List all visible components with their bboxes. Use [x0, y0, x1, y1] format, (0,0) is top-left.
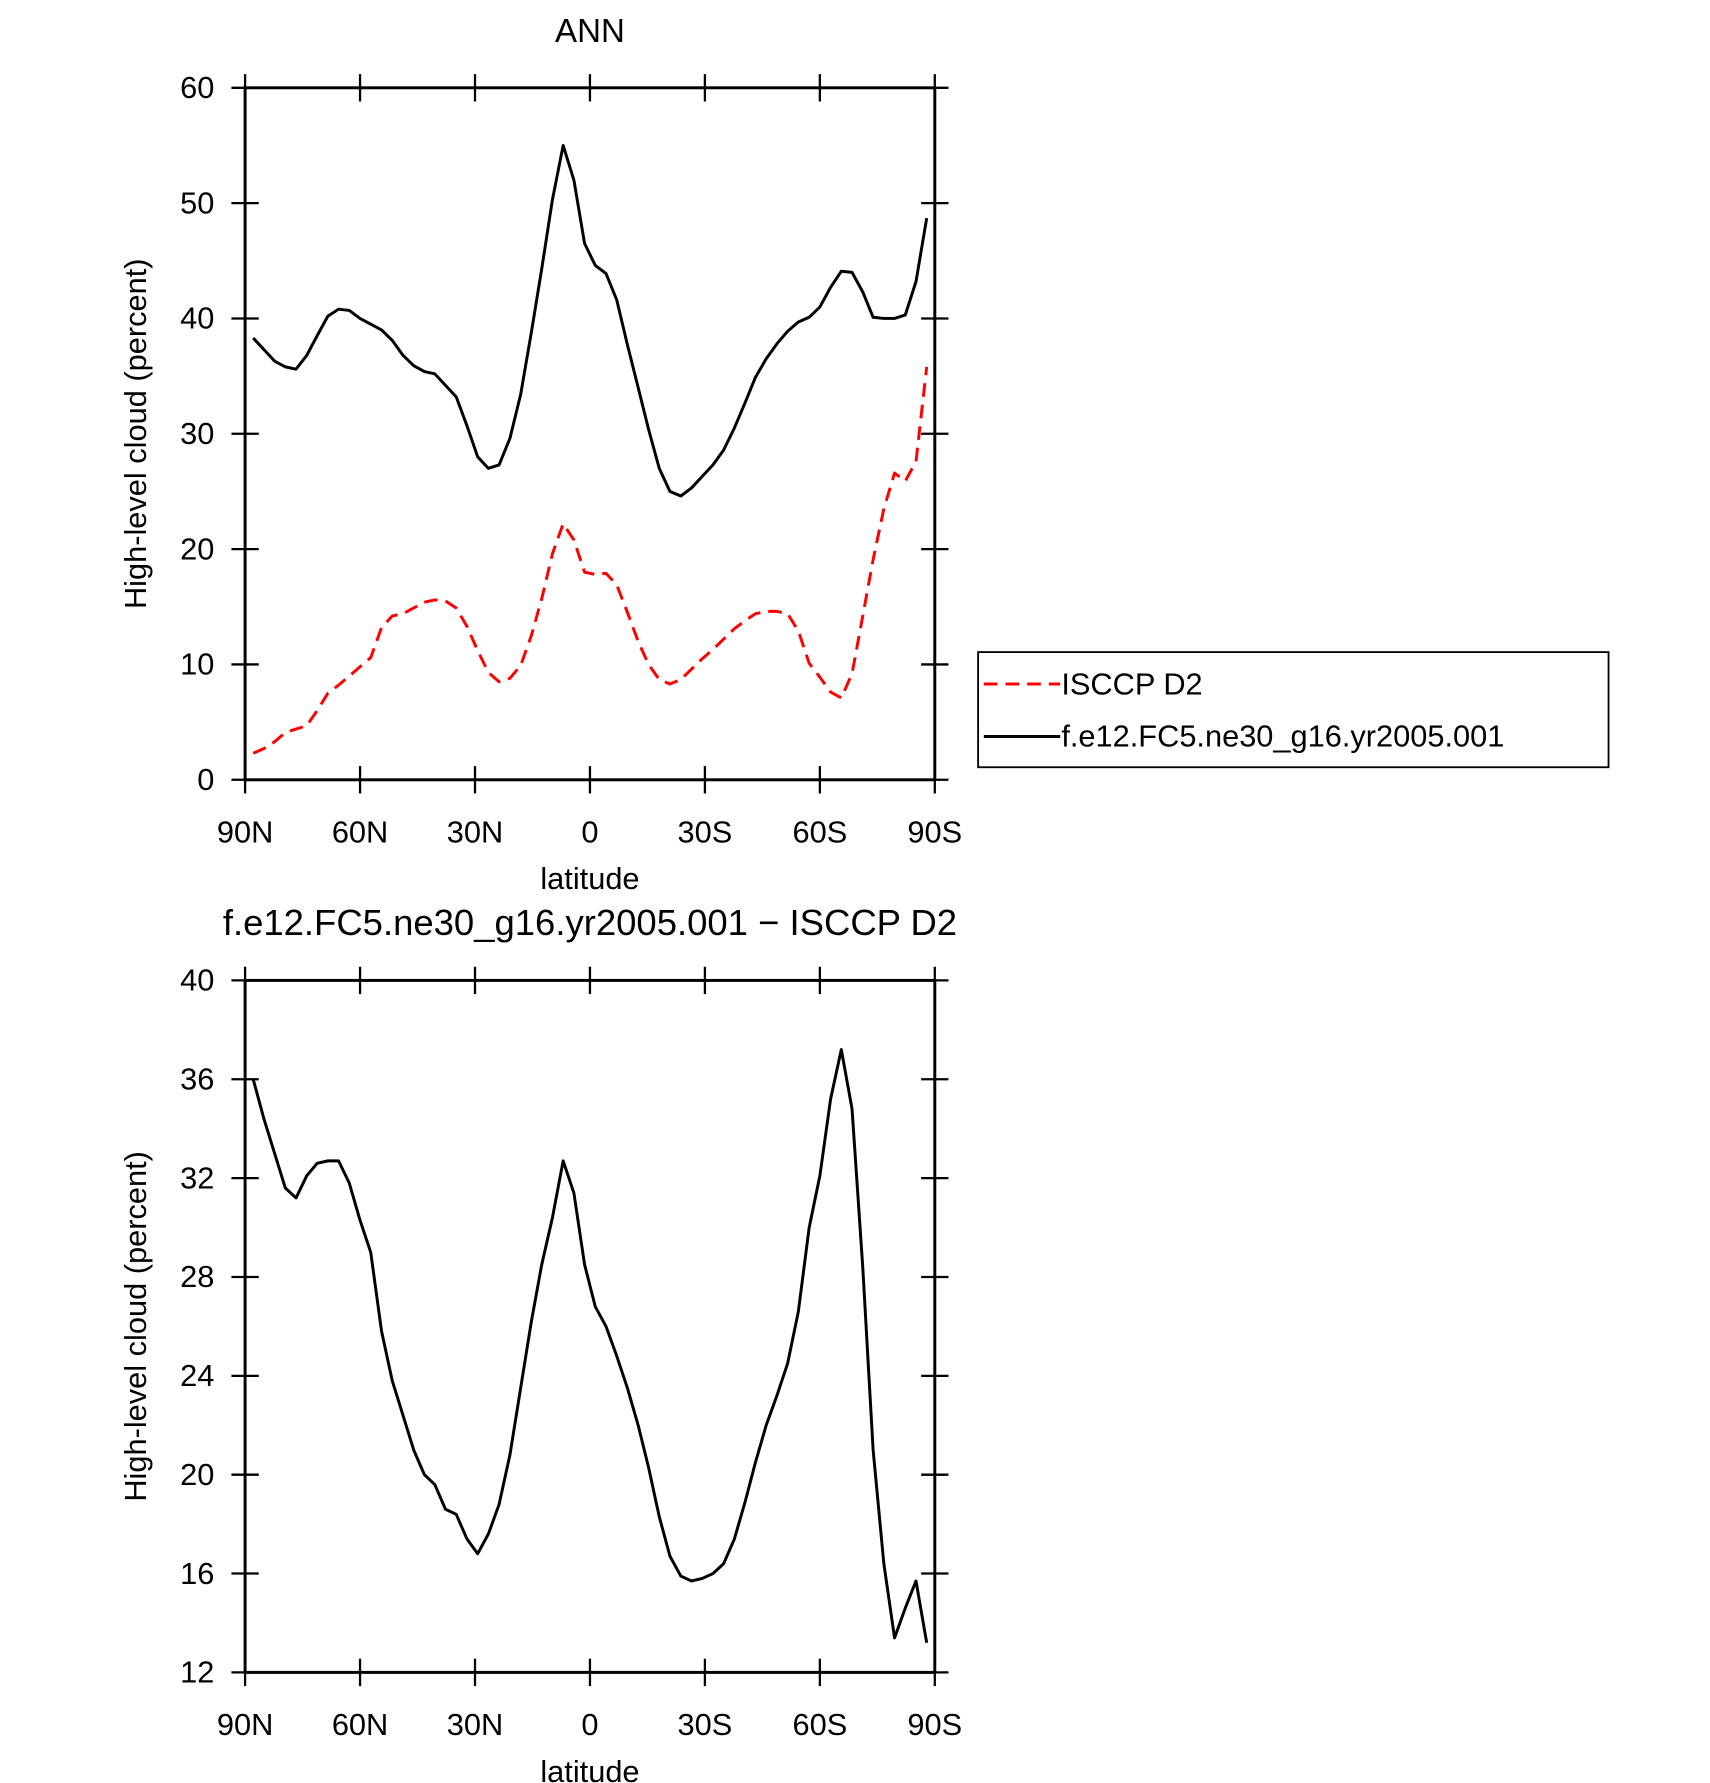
y-tick-label: 50	[180, 185, 214, 220]
x-axis-label: latitude	[540, 861, 639, 896]
x-tick-label: 60S	[792, 814, 847, 849]
y-tick-label: 10	[180, 647, 214, 682]
x-axis-label: latitude	[540, 1754, 639, 1783]
x-tick-label: 60S	[792, 1707, 847, 1742]
x-tick-label: 90N	[217, 1707, 273, 1742]
x-tick-label: 30S	[678, 1707, 733, 1742]
chart-title: f.e12.FC5.ne30_g16.yr2005.001 − ISCCP D2	[223, 902, 957, 943]
y-tick-label: 20	[180, 531, 214, 566]
x-tick-label: 90N	[217, 814, 273, 849]
y-tick-label: 24	[180, 1358, 214, 1393]
y-axis-label: High-level cloud (percent)	[118, 1151, 153, 1502]
y-tick-label: 60	[180, 70, 214, 105]
x-tick-label: 60N	[332, 1707, 388, 1742]
y-tick-label: 32	[180, 1160, 214, 1195]
y-tick-label: 28	[180, 1259, 214, 1294]
y-tick-label: 0	[197, 762, 214, 797]
data-line	[252, 144, 929, 498]
y-tick-label: 20	[180, 1457, 214, 1492]
y-tick-label: 12	[180, 1655, 214, 1690]
legend-label: ISCCP D2	[1061, 666, 1202, 701]
y-tick-label: 30	[180, 416, 214, 451]
x-tick-label: 0	[581, 814, 598, 849]
legend-box	[977, 651, 1610, 769]
data-line	[251, 1048, 929, 1644]
plot-frame	[243, 978, 937, 1674]
x-tick-label: 90S	[907, 1707, 962, 1742]
legend-label: f.e12.FC5.ne30_g16.yr2005.001	[1061, 719, 1504, 754]
x-tick-label: 30N	[447, 1707, 503, 1742]
x-tick-label: 30S	[678, 814, 733, 849]
x-tick-label: 0	[581, 1707, 598, 1742]
y-tick-label: 40	[180, 301, 214, 336]
x-tick-label: 30N	[447, 814, 503, 849]
x-tick-label: 90S	[907, 814, 962, 849]
y-tick-label: 16	[180, 1556, 214, 1591]
chart-title: ANN	[555, 13, 625, 50]
y-tick-label: 40	[180, 963, 214, 998]
plot-frame	[243, 86, 937, 782]
y-axis-label: High-level cloud (percent)	[118, 259, 153, 610]
x-tick-label: 60N	[332, 814, 388, 849]
data-line	[252, 366, 929, 755]
y-tick-label: 36	[180, 1062, 214, 1097]
